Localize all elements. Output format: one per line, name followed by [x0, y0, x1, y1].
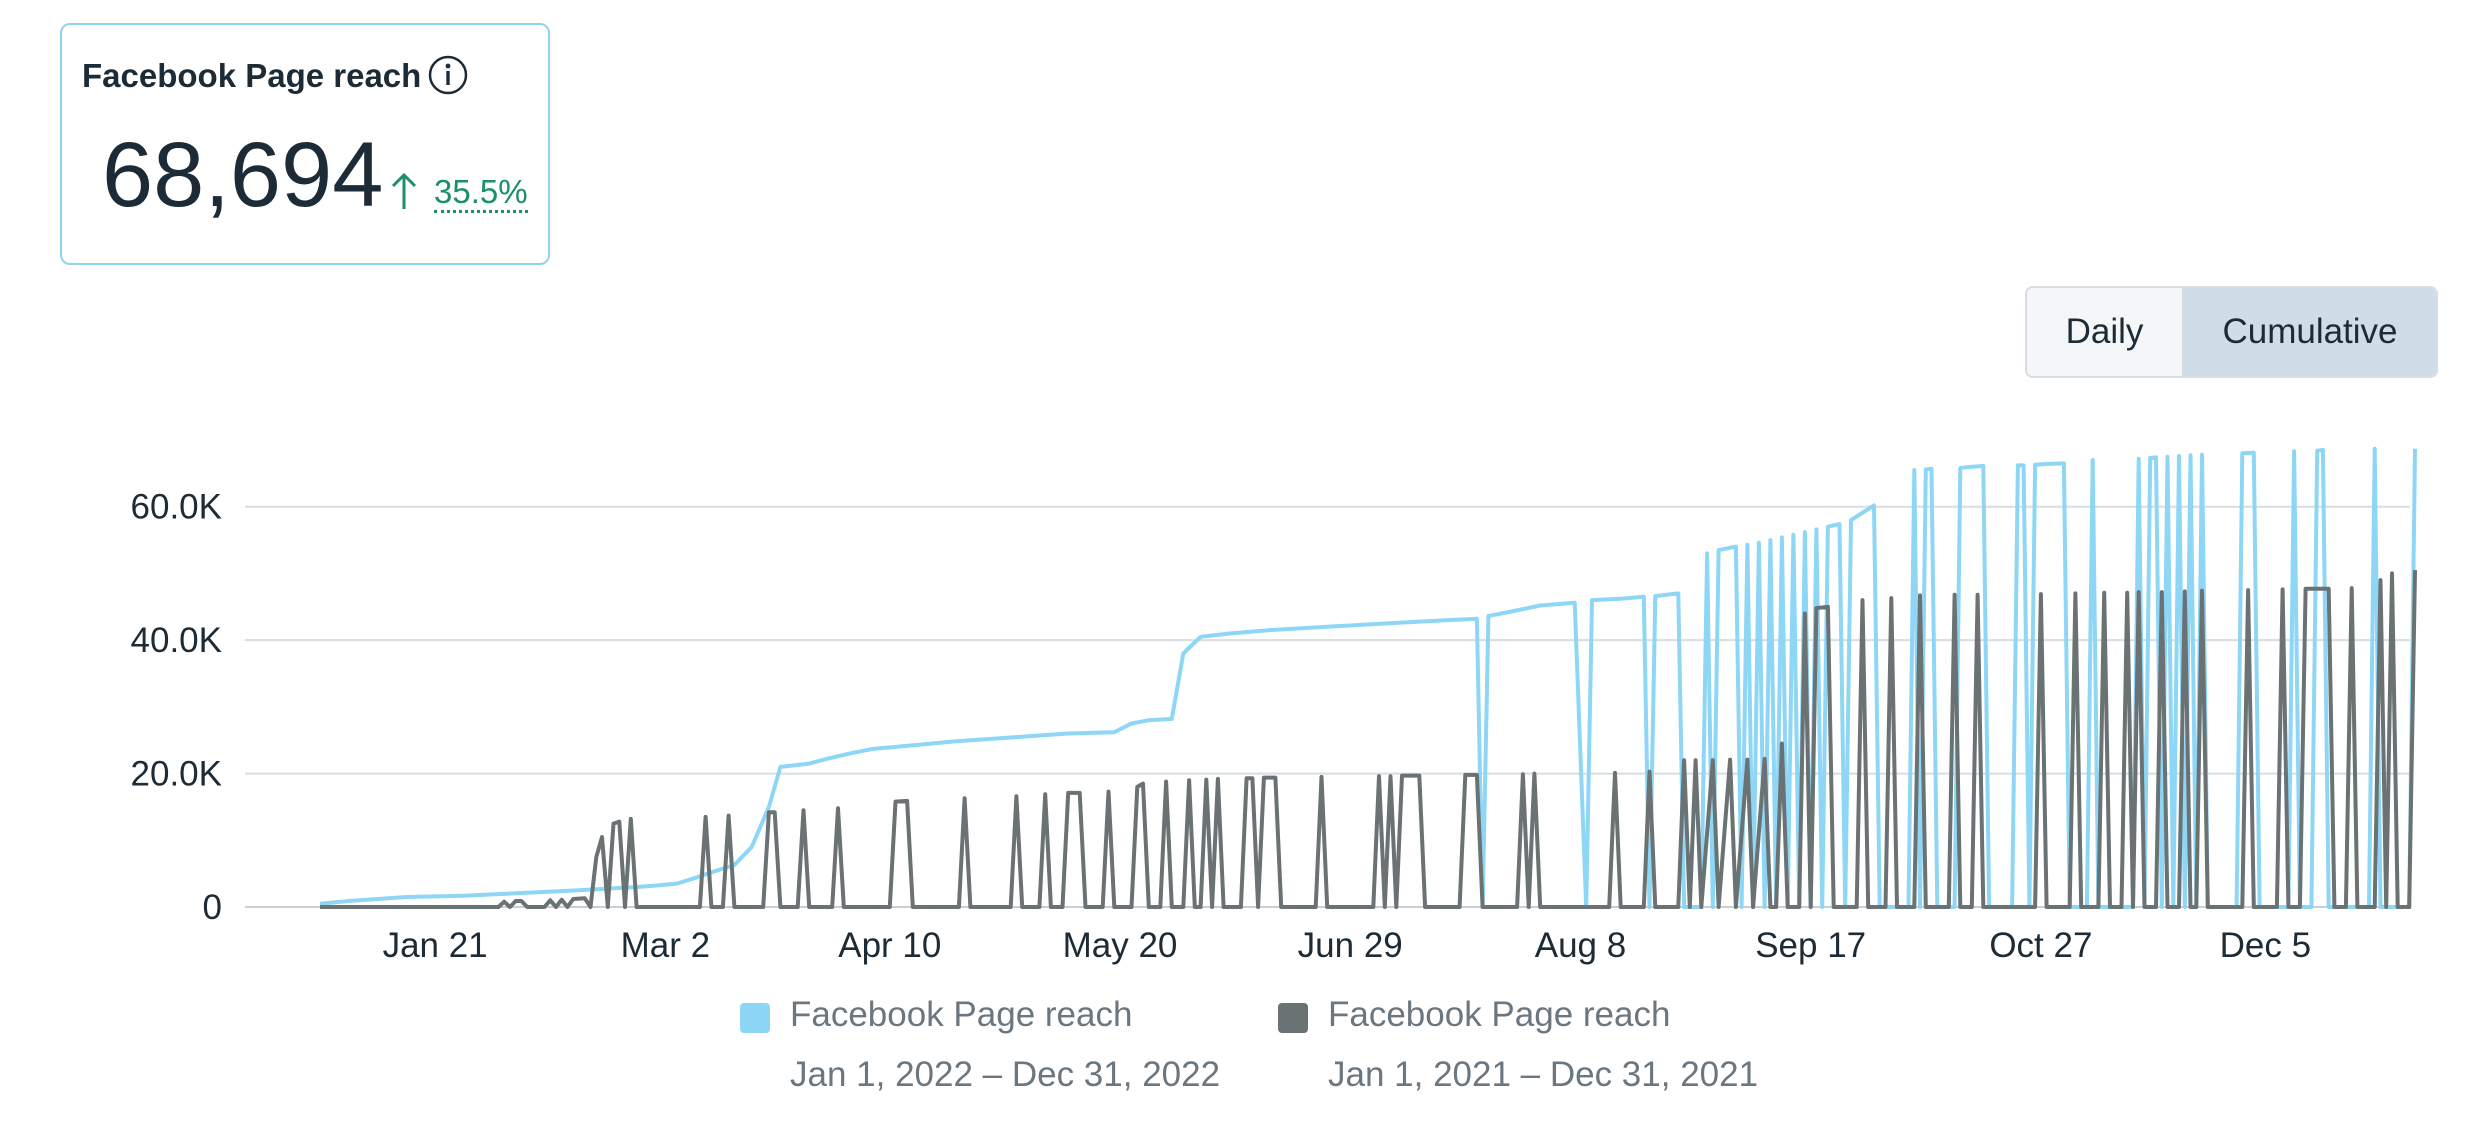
kpi-card: Facebook Page reach 68,694 35.5%: [60, 23, 550, 265]
y-tick-label: 0: [203, 888, 222, 927]
x-tick-label: Mar 2: [621, 926, 710, 965]
kpi-value: 68,694: [102, 124, 384, 226]
legend-date-range: Jan 1, 2022 – Dec 31, 2022: [790, 1055, 1221, 1094]
x-tick-label: Aug 8: [1535, 926, 1626, 965]
view-toggle: Daily Cumulative: [2025, 286, 2438, 378]
kpi-title: Facebook Page reach: [82, 57, 422, 94]
legend-date-range: Jan 1, 2021 – Dec 31, 2021: [1328, 1055, 1759, 1094]
daily-toggle-button[interactable]: Daily: [2027, 288, 2184, 376]
legend-series-name: Facebook Page reach: [1328, 995, 1671, 1034]
legend-swatch-2022: [740, 1003, 770, 1033]
legend-series-name: Facebook Page reach: [790, 995, 1133, 1034]
x-tick-label: Apr 10: [838, 926, 941, 965]
cumulative-toggle-button[interactable]: Cumulative: [2184, 288, 2436, 376]
x-tick-label: Sep 17: [1755, 926, 1866, 965]
legend-swatch-2021: [1278, 1003, 1308, 1033]
y-tick-label: 20.0K: [131, 755, 222, 794]
kpi-change-percent[interactable]: 35.5%: [434, 174, 528, 213]
series-line-2021: [320, 570, 2417, 909]
x-tick-label: Jun 29: [1298, 926, 1403, 965]
info-icon[interactable]: [427, 54, 469, 96]
x-tick-label: Oct 27: [1989, 926, 2092, 965]
x-tick-label: May 20: [1063, 926, 1178, 965]
series-line-2022: [319, 446, 2417, 909]
arrow-up-icon: [391, 172, 417, 209]
x-tick-label: Jan 21: [383, 926, 488, 965]
x-tick-label: Dec 5: [2220, 926, 2311, 965]
y-tick-label: 60.0K: [131, 488, 222, 527]
y-tick-label: 40.0K: [131, 621, 222, 660]
